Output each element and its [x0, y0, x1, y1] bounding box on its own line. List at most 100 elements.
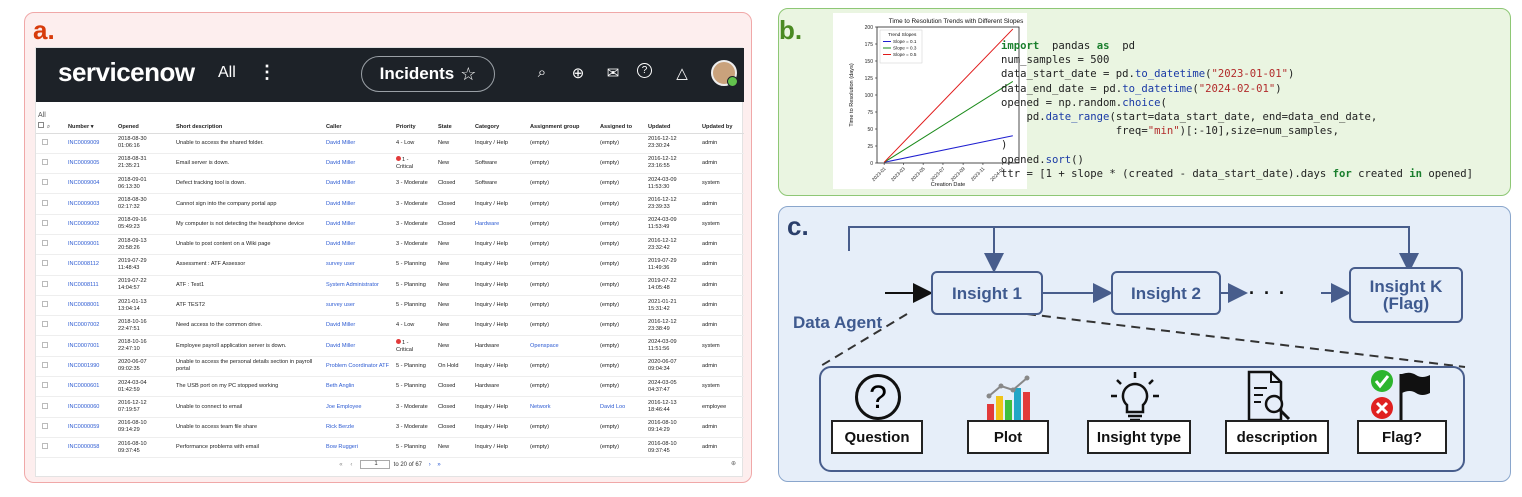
row-select-cell[interactable] [36, 133, 66, 154]
caller-cell[interactable]: David Miller [324, 133, 394, 154]
caller-cell[interactable]: David Miller [324, 234, 394, 256]
number-cell[interactable]: INC0008111 [66, 275, 116, 296]
number-cell[interactable]: INC0009004 [66, 173, 116, 195]
table-row[interactable]: INC0000059 2016-08-10 09:14:29 Unable to a… [36, 417, 744, 438]
column-header[interactable]: Updated by [700, 121, 744, 134]
more-menu-icon[interactable]: ⋮ [258, 62, 276, 82]
row-checkbox[interactable] [42, 219, 48, 226]
search-icon[interactable]: ⌕ [537, 64, 547, 81]
table-row[interactable]: INC0009003 2018-08-30 02:17:32 Cannot sign… [36, 193, 744, 215]
row-select-cell[interactable] [36, 335, 66, 357]
number-cell[interactable]: INC0000601 [66, 376, 116, 398]
column-header[interactable]: Category [473, 121, 528, 134]
table-row[interactable]: INC0000058 2016-08-10 09:37:45 Performance… [36, 437, 744, 459]
first-page-button[interactable]: « [339, 462, 343, 469]
assigned-to-cell[interactable]: David Loo [598, 396, 646, 418]
number-cell[interactable]: INC0000058 [66, 437, 116, 459]
row-checkbox[interactable] [42, 199, 48, 206]
column-header[interactable]: Assigned to [598, 121, 646, 134]
all-menu[interactable]: All [218, 64, 236, 81]
last-page-button[interactable]: » [437, 462, 441, 469]
star-icon[interactable]: ☆ [460, 63, 477, 84]
page-input[interactable]: 1 [359, 460, 390, 469]
column-header[interactable]: State [436, 121, 473, 134]
globe-icon[interactable]: ⊕ [571, 65, 585, 82]
row-checkbox[interactable] [42, 158, 48, 165]
row-checkbox[interactable] [42, 301, 48, 308]
row-select-cell[interactable] [36, 193, 66, 215]
caller-cell[interactable]: David Miller [324, 335, 394, 357]
caller-cell[interactable]: System Administrator [324, 275, 394, 296]
row-checkbox[interactable] [42, 179, 48, 186]
column-header[interactable]: Assignment group [528, 121, 598, 134]
row-select-cell[interactable] [36, 295, 66, 317]
bell-icon[interactable]: △ [676, 65, 688, 82]
row-checkbox[interactable] [42, 280, 48, 287]
column-header[interactable]: Short description [174, 121, 324, 134]
prev-page-button[interactable]: ‹ [350, 462, 353, 469]
row-checkbox[interactable] [42, 443, 48, 450]
incidents-pill[interactable]: Incidents ☆ [361, 56, 495, 92]
number-cell[interactable]: INC0009003 [66, 193, 116, 215]
column-header[interactable]: Priority [394, 121, 436, 134]
table-row[interactable]: INC0007002 2018-10-16 22:47:51 Need access… [36, 315, 744, 337]
caller-cell[interactable]: Bow Ruggeri [324, 437, 394, 459]
number-cell[interactable]: INC0009005 [66, 153, 116, 175]
table-row[interactable]: INC0008112 2019-07-29 11:48:43 Assessment … [36, 254, 744, 276]
caller-cell[interactable]: survey user [324, 295, 394, 317]
row-select-cell[interactable] [36, 315, 66, 337]
table-row[interactable]: INC0000060 2016-12-12 07:19:57 Unable to c… [36, 396, 744, 418]
row-checkbox[interactable] [42, 240, 48, 247]
row-select-cell[interactable] [36, 254, 66, 276]
table-row[interactable]: INC0008111 2019-07-22 14:04:57 ATF : Test1… [36, 275, 744, 296]
table-row[interactable]: INC0009002 2018-09-16 05:49:23 My computer… [36, 214, 744, 235]
row-select-cell[interactable] [36, 437, 66, 459]
row-checkbox[interactable] [42, 138, 48, 145]
number-cell[interactable]: INC0000059 [66, 417, 116, 438]
caller-cell[interactable]: David Miller [324, 153, 394, 175]
caller-cell[interactable]: David Miller [324, 173, 394, 195]
caller-cell[interactable]: Joe Employee [324, 396, 394, 418]
table-row[interactable]: INC0008001 2021-01-13 13:04:14 ATF TEST2 su… [36, 295, 744, 317]
number-cell[interactable]: INC0008001 [66, 295, 116, 317]
caller-cell[interactable]: David Miller [324, 193, 394, 215]
row-checkbox[interactable] [42, 260, 48, 267]
row-select-cell[interactable] [36, 153, 66, 175]
number-cell[interactable]: INC0000060 [66, 396, 116, 418]
row-select-cell[interactable] [36, 234, 66, 256]
row-checkbox[interactable] [42, 341, 48, 348]
table-row[interactable]: INC0009001 2018-09-13 20:58:26 Unable to p… [36, 234, 744, 256]
caller-cell[interactable]: survey user [324, 254, 394, 276]
row-checkbox[interactable] [42, 382, 48, 389]
row-select-cell[interactable] [36, 214, 66, 235]
row-checkbox[interactable] [42, 321, 48, 328]
caller-cell[interactable]: David Miller [324, 214, 394, 235]
row-select-cell[interactable] [36, 417, 66, 438]
number-cell[interactable]: INC0007001 [66, 335, 116, 357]
table-row[interactable]: INC0001990 2020-06-07 09:02:35 Unable to a… [36, 356, 744, 378]
caller-cell[interactable]: Problem Coordinator ATF [324, 356, 394, 378]
table-row[interactable]: INC0009009 2018-08-30 01:06:16 Unable to a… [36, 133, 744, 154]
row-checkbox[interactable] [42, 402, 48, 409]
number-cell[interactable]: INC0008112 [66, 254, 116, 276]
column-header[interactable]: Number ▾ [66, 121, 116, 134]
assignment-group-cell[interactable]: Network [528, 396, 598, 418]
user-avatar[interactable] [711, 60, 738, 87]
row-select-cell[interactable] [36, 396, 66, 418]
row-select-cell[interactable] [36, 356, 66, 378]
category-cell[interactable]: Hardware [473, 214, 528, 235]
row-select-cell[interactable] [36, 376, 66, 398]
chat-icon[interactable]: ✉ [606, 65, 620, 82]
column-header[interactable]: Opened [116, 121, 174, 134]
number-cell[interactable]: INC0009002 [66, 214, 116, 235]
table-row[interactable]: INC0000601 2024-03-04 01:42:59 The USB por… [36, 376, 744, 398]
help-icon[interactable]: ? [637, 63, 652, 78]
number-cell[interactable]: INC0001990 [66, 356, 116, 378]
number-cell[interactable]: INC0009001 [66, 234, 116, 256]
next-page-button[interactable]: › [428, 462, 431, 469]
caller-cell[interactable]: Rick Berzle [324, 417, 394, 438]
number-cell[interactable]: INC0009009 [66, 133, 116, 154]
table-row[interactable]: INC0009004 2018-09-01 06:13:30 Defect trac… [36, 173, 744, 195]
column-header[interactable]: Updated [646, 121, 700, 134]
row-checkbox[interactable] [42, 361, 48, 368]
